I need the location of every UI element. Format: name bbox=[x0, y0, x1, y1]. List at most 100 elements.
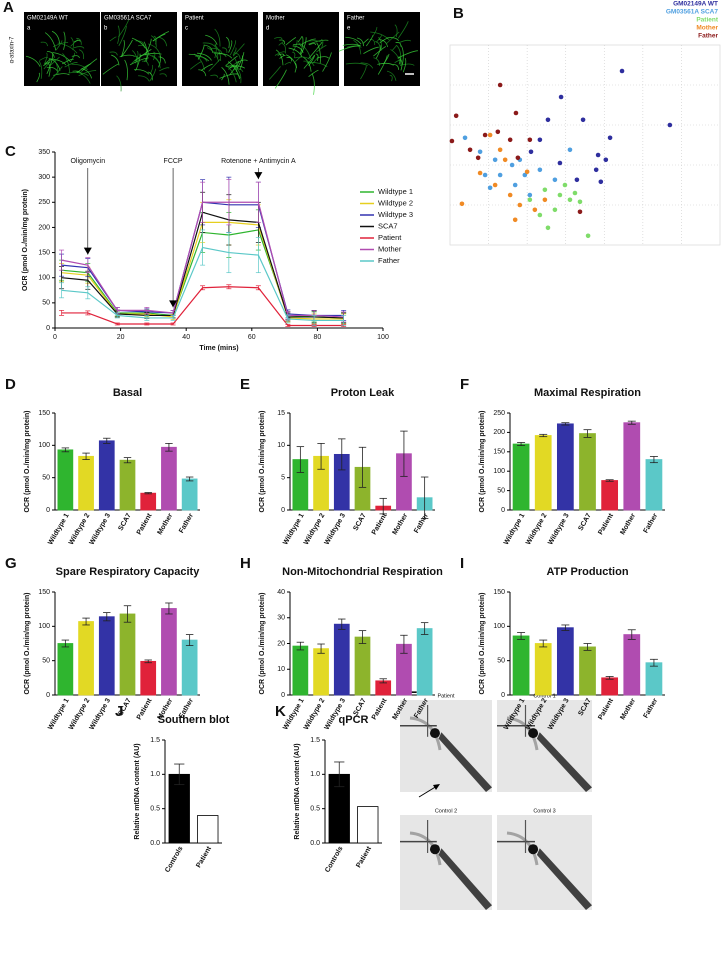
filament bbox=[225, 55, 238, 67]
filament bbox=[274, 36, 283, 40]
scatter-point bbox=[577, 199, 583, 205]
gel-streak bbox=[438, 848, 492, 910]
filament bbox=[222, 47, 228, 53]
filament bbox=[389, 74, 393, 82]
filament bbox=[395, 42, 402, 47]
y-tick-label: 10 bbox=[277, 442, 285, 449]
scatter-point bbox=[537, 167, 543, 173]
chart-title: ATP Production bbox=[546, 566, 628, 578]
error-bar bbox=[103, 437, 111, 444]
error-bar bbox=[379, 497, 387, 515]
filament bbox=[109, 51, 118, 56]
filament bbox=[73, 39, 81, 43]
filament bbox=[375, 45, 382, 59]
filament bbox=[385, 31, 400, 45]
filament bbox=[210, 74, 219, 78]
filament bbox=[152, 54, 161, 69]
bar bbox=[98, 616, 115, 696]
filament bbox=[79, 49, 85, 60]
chart-title: Basal bbox=[113, 387, 142, 399]
error-bar bbox=[334, 761, 345, 788]
filament bbox=[132, 50, 138, 66]
annotation: Rotenone + Antimycin A bbox=[221, 158, 296, 165]
scatter-point bbox=[585, 233, 591, 239]
y-axis-label: OCR (pmol O₂/min/mg protein) bbox=[22, 189, 29, 291]
scatter-point bbox=[574, 177, 580, 183]
filament bbox=[205, 34, 218, 45]
scatter-point bbox=[524, 169, 530, 175]
error-bar bbox=[185, 634, 194, 646]
legend-label: GM02149A WT bbox=[673, 1, 718, 8]
image-background bbox=[182, 12, 258, 86]
error-bar bbox=[296, 446, 305, 473]
error-bar bbox=[296, 641, 305, 651]
bar bbox=[556, 423, 574, 511]
filament bbox=[134, 49, 152, 62]
filament bbox=[118, 19, 129, 38]
scatter-point bbox=[619, 68, 625, 74]
filament bbox=[386, 70, 397, 81]
arrow-head bbox=[254, 172, 263, 180]
filament bbox=[102, 63, 119, 75]
micrograph: GM02149A WT a bbox=[24, 12, 100, 86]
legend-label: Mother bbox=[378, 244, 402, 253]
error-bar bbox=[185, 476, 194, 482]
error-bar bbox=[82, 617, 90, 626]
filament bbox=[298, 42, 312, 60]
image-letter: d bbox=[266, 26, 269, 32]
filament bbox=[46, 53, 54, 75]
gel-spot bbox=[429, 844, 440, 855]
y-axis-label: α-ataxin-7 bbox=[10, 36, 16, 63]
filament bbox=[306, 40, 323, 44]
filament bbox=[229, 66, 238, 69]
x-tick-label: 40 bbox=[182, 334, 190, 341]
filament bbox=[159, 73, 167, 77]
error-bar bbox=[649, 456, 658, 464]
y-tick-label: 1.5 bbox=[150, 737, 160, 744]
scatter-point bbox=[492, 182, 498, 188]
scatter-point bbox=[528, 149, 534, 155]
y-tick-label: 50 bbox=[42, 300, 50, 307]
series-line bbox=[61, 286, 344, 327]
filament bbox=[44, 32, 57, 51]
filament bbox=[365, 35, 374, 47]
filament bbox=[392, 44, 397, 51]
filament bbox=[152, 51, 156, 61]
image-label: Patient bbox=[185, 16, 204, 22]
filament bbox=[275, 49, 284, 66]
filament bbox=[363, 46, 379, 54]
filament bbox=[303, 55, 315, 69]
image-label: GM03561A SCA7 bbox=[104, 16, 152, 22]
y-tick-label: 15 bbox=[277, 410, 285, 417]
bar bbox=[313, 648, 329, 696]
y-tick-label: 1.5 bbox=[310, 737, 320, 744]
panel-label: J bbox=[115, 703, 123, 720]
filament bbox=[236, 52, 245, 70]
y-tick-label: 350 bbox=[38, 149, 50, 156]
image-label: GM02149A WT bbox=[27, 16, 68, 22]
error-bar bbox=[539, 639, 548, 648]
filament bbox=[402, 57, 407, 73]
annotation: Oligomycin bbox=[70, 158, 105, 165]
filament bbox=[25, 55, 41, 67]
filament bbox=[204, 44, 214, 53]
filament bbox=[52, 57, 59, 75]
bar bbox=[140, 492, 157, 511]
filament bbox=[158, 56, 166, 64]
error-bar bbox=[338, 618, 346, 630]
micrograph: GM03561A SCA7 b bbox=[101, 12, 177, 92]
filament bbox=[239, 55, 244, 70]
error-bar bbox=[627, 420, 636, 425]
arrow bbox=[418, 785, 438, 798]
chart-title: Proton Leak bbox=[331, 387, 395, 399]
chart-title: Spare Respiratory Capacity bbox=[56, 566, 201, 578]
filament bbox=[117, 25, 120, 44]
bar bbox=[534, 643, 552, 696]
y-tick-label: 0 bbox=[281, 692, 285, 699]
gel-streak bbox=[536, 732, 592, 792]
filament bbox=[144, 52, 149, 62]
filament bbox=[311, 73, 315, 95]
series-line bbox=[61, 201, 344, 318]
scatter-point bbox=[567, 197, 573, 203]
image-label: Father bbox=[347, 16, 364, 22]
